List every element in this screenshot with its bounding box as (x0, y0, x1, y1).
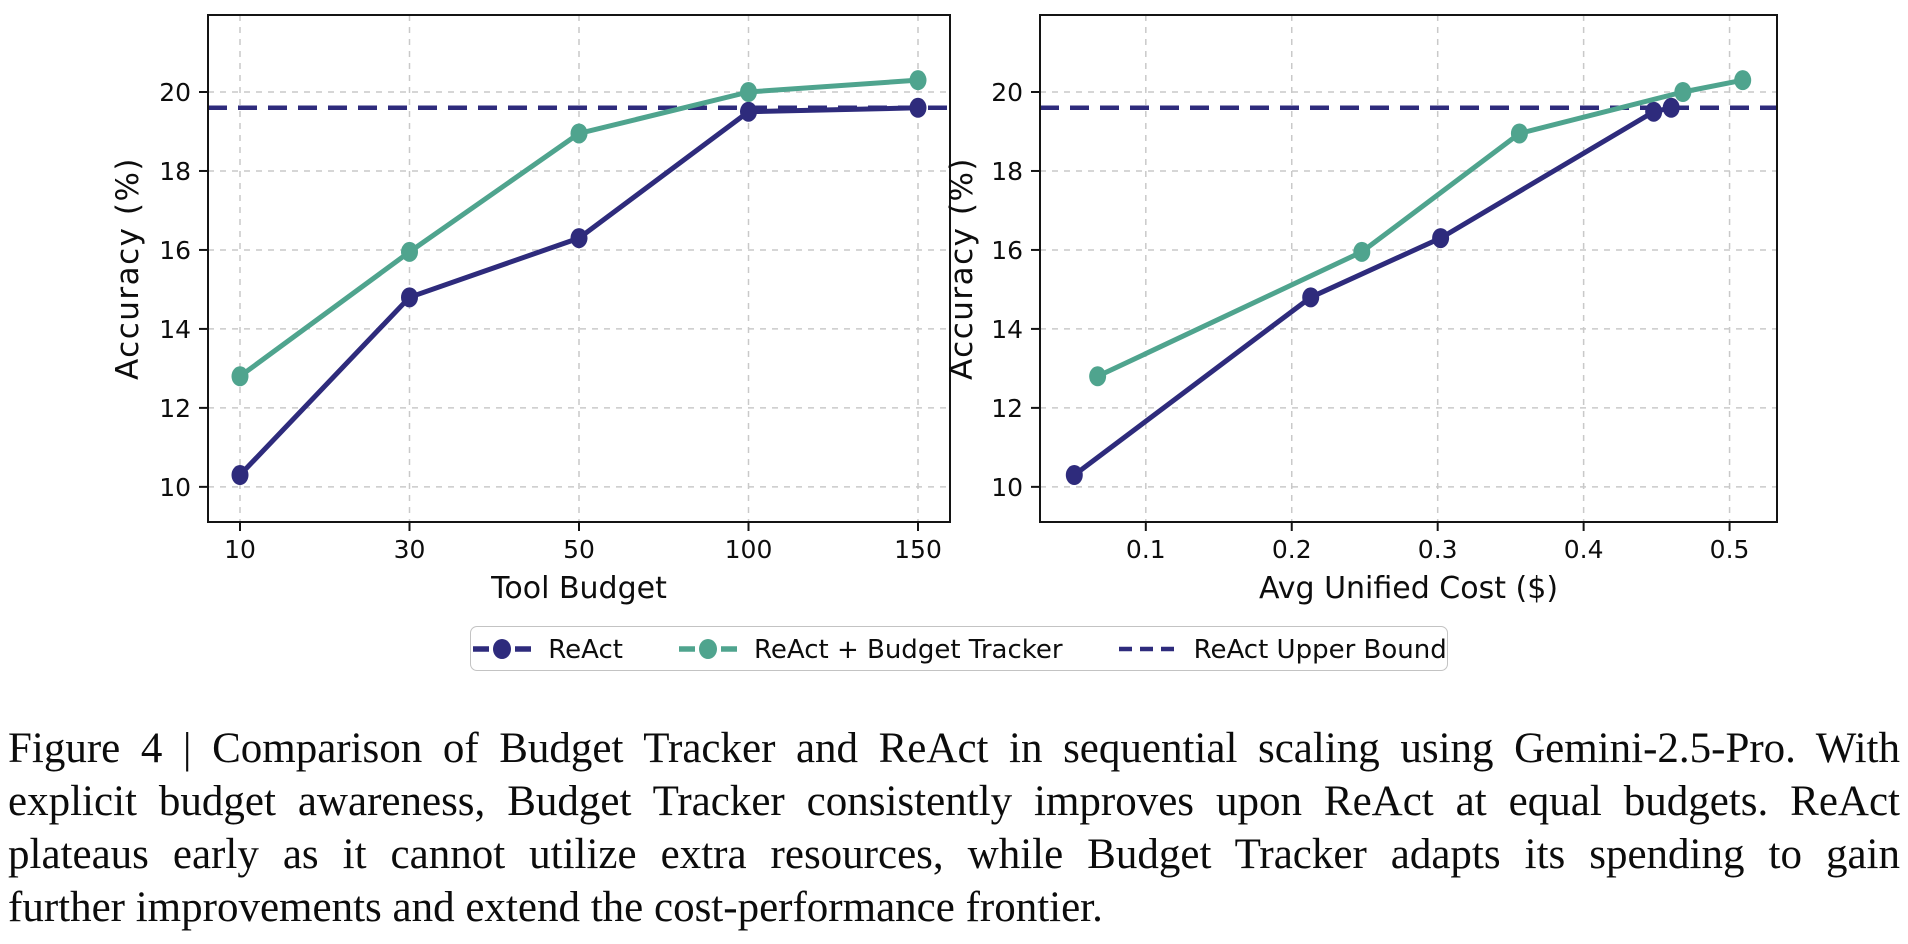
upper-bound-dashed-line-icon (1118, 646, 1177, 651)
x-axis-label-tool-budget: Tool Budget (490, 571, 667, 606)
series-markers-react (231, 97, 927, 486)
legend-label-budget-tracker: ReAct + Budget Tracker (753, 634, 1063, 665)
left-chart: 10 30 50 100 150 10 12 14 16 18 20 Tool Budget Accur… (110, 14, 951, 606)
series-markers-react-budget-tracker (231, 70, 927, 387)
y-tick-label: 14 (991, 315, 1023, 344)
y-tick-label: 16 (991, 236, 1023, 265)
x-tick-label: 0.2 (1272, 535, 1312, 564)
react-line-marker-icon (473, 638, 532, 659)
x-tick-label: 30 (394, 535, 426, 564)
plot-background (1040, 15, 1777, 522)
series-markers-react-budget-tracker (1089, 70, 1752, 387)
right-chart: 0.1 0.2 0.3 0.4 0.5 10 12 14 16 18 20 Avg Unified C… (944, 14, 1778, 606)
charts-canvas: 10 30 50 100 150 10 12 14 16 18 20 Tool Budget Accur… (110, 14, 1778, 606)
x-tick-label: 0.4 (1564, 535, 1604, 564)
x-tick-label: 100 (725, 535, 773, 564)
caption-line-2: explicit budget awareness, Budget Tracke… (8, 778, 1900, 825)
x-tick-label: 0.1 (1126, 535, 1166, 564)
y-tick-label: 18 (991, 157, 1023, 186)
x-tick-label: 50 (563, 535, 595, 564)
legend-item-react: ReAct (471, 635, 623, 663)
legend: ReAct ReAct + Budget Tracker ReAct Upper… (470, 626, 1448, 671)
x-tick-label: 10 (224, 535, 256, 564)
y-tick-label: 14 (159, 315, 191, 344)
plot-border (1039, 14, 1778, 523)
x-axis-ticks: 10 30 50 100 150 (224, 522, 942, 564)
y-tick-label: 10 (991, 473, 1023, 502)
budget-tracker-line-marker-icon (678, 638, 737, 659)
y-axis-ticks: 10 12 14 16 18 20 (991, 78, 1040, 502)
caption-line-1: Figure 4 | Comparison of Budget Tracker … (8, 725, 1900, 772)
x-axis-ticks: 0.1 0.2 0.3 0.4 0.5 (1126, 522, 1750, 564)
legend-label-upper-bound: ReAct Upper Bound (1193, 634, 1447, 665)
legend-item-upper-bound: ReAct Upper Bound (1117, 635, 1447, 663)
series-markers-react (1065, 97, 1680, 486)
caption-line-4: further improvements and extend the cost… (8, 884, 1103, 931)
caption-line-3: plateaus early as it cannot utilize extr… (8, 831, 1900, 878)
x-tick-label: 150 (894, 535, 942, 564)
x-tick-label: 0.5 (1710, 535, 1750, 564)
y-tick-label: 12 (159, 394, 191, 423)
y-axis-ticks: 10 12 14 16 18 20 (159, 78, 208, 502)
y-tick-label: 16 (159, 236, 191, 265)
y-axis-label-accuracy: Accuracy (%) (944, 157, 980, 380)
x-tick-label: 0.3 (1418, 535, 1458, 564)
y-tick-label: 10 (159, 473, 191, 502)
legend-item-budget-tracker: ReAct + Budget Tracker (677, 635, 1063, 663)
legend-label-react: ReAct (548, 634, 623, 665)
y-axis-label-accuracy: Accuracy (%) (110, 157, 146, 380)
y-tick-label: 12 (991, 394, 1023, 423)
y-tick-label: 20 (159, 78, 191, 107)
y-tick-label: 20 (991, 78, 1023, 107)
figure-caption: Figure 4 | Comparison of Budget Tracker … (8, 722, 1900, 934)
y-tick-label: 18 (159, 157, 191, 186)
x-axis-label-avg-unified-cost: Avg Unified Cost ($) (1259, 571, 1558, 606)
